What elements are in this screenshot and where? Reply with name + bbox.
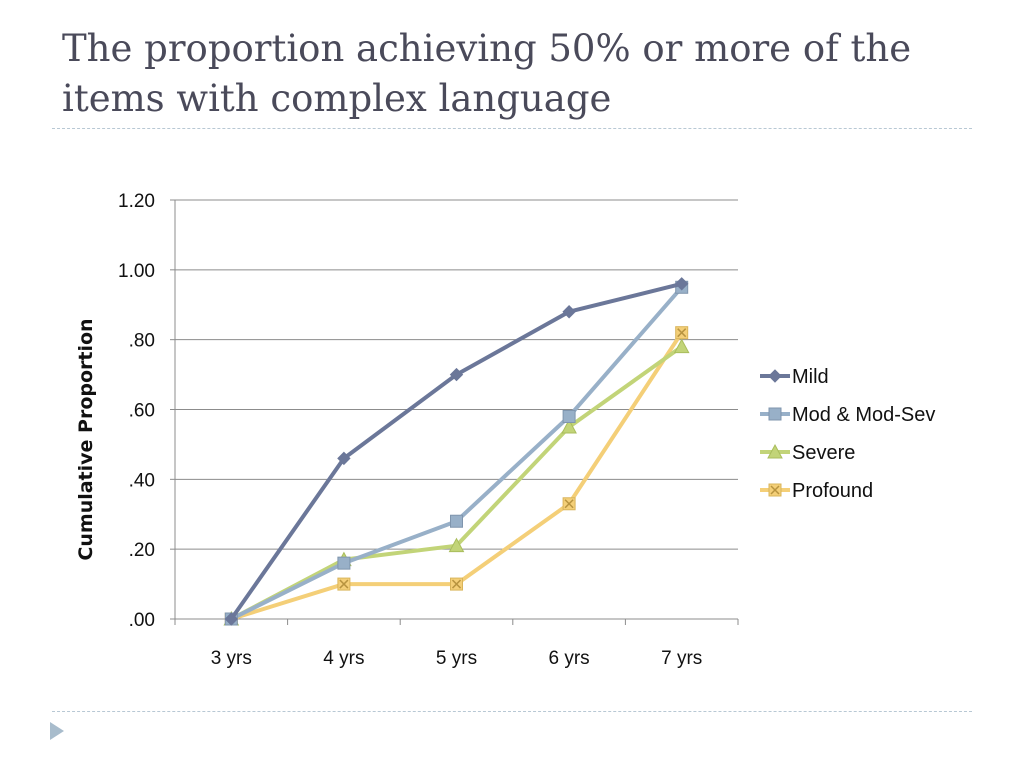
y-tick-label: 1.00	[118, 261, 155, 282]
axes	[170, 199, 739, 625]
legend-label: Mod & Mod-Sev	[792, 404, 935, 426]
legend-item: Severe	[760, 442, 855, 464]
data-point	[337, 577, 351, 591]
legend-item: Mild	[760, 366, 829, 388]
data-point	[674, 277, 689, 291]
title-divider	[52, 128, 972, 129]
y-tick-label: .60	[129, 401, 155, 422]
data-point	[562, 497, 576, 511]
series-line-1	[230, 285, 684, 621]
data-point	[450, 514, 463, 528]
gridlines	[175, 199, 738, 550]
legend-marker	[768, 483, 782, 497]
x-tick-label: 6 yrs	[549, 648, 590, 669]
x-tick-label: 3 yrs	[211, 648, 252, 669]
data-point	[561, 418, 577, 434]
y-tick-label: .20	[129, 540, 155, 561]
legend-item: Profound	[760, 480, 873, 502]
y-tick-label: 1.20	[118, 191, 155, 212]
slide-title: The proportion achieving 50% or more of …	[62, 27, 912, 120]
series-line-0	[229, 281, 683, 621]
data-point	[337, 451, 351, 466]
legend-label: Mild	[792, 366, 829, 388]
legend-item: Mod & Mod-Sev	[760, 404, 935, 426]
data-point	[562, 305, 576, 319]
data-point	[673, 338, 690, 354]
triangle-right-icon[interactable]	[50, 722, 64, 740]
data-point	[450, 577, 463, 591]
series-lines	[223, 277, 690, 626]
legend: Mild Mod & Mod-Sev Severe Profound	[760, 366, 935, 502]
data-point	[224, 612, 239, 626]
x-tick-label: 5 yrs	[436, 648, 477, 669]
legend-label: Profound	[792, 480, 873, 502]
data-point	[449, 367, 464, 382]
legend-marker	[768, 369, 782, 383]
y-tick-label: .40	[129, 470, 155, 491]
y-tick-labels: .00 .20 .40 .60 .80 1.00 1.20	[118, 191, 155, 631]
y-tick-label: .80	[129, 331, 155, 352]
data-point	[337, 556, 351, 570]
y-axis-title: Cumulative Proportion	[75, 318, 97, 560]
footer-divider	[52, 711, 972, 712]
y-tick-label: .00	[129, 610, 155, 631]
legend-marker	[768, 407, 782, 421]
data-point	[448, 537, 465, 553]
x-tick-label: 4 yrs	[323, 648, 364, 669]
legend-marker	[767, 443, 783, 459]
legend-label: Severe	[792, 442, 855, 464]
data-point	[562, 409, 576, 423]
data-point	[675, 326, 689, 340]
x-tick-label: 7 yrs	[661, 648, 702, 669]
x-tick-labels: 3 yrs 4 yrs 5 yrs 6 yrs 7 yrs	[211, 648, 703, 669]
